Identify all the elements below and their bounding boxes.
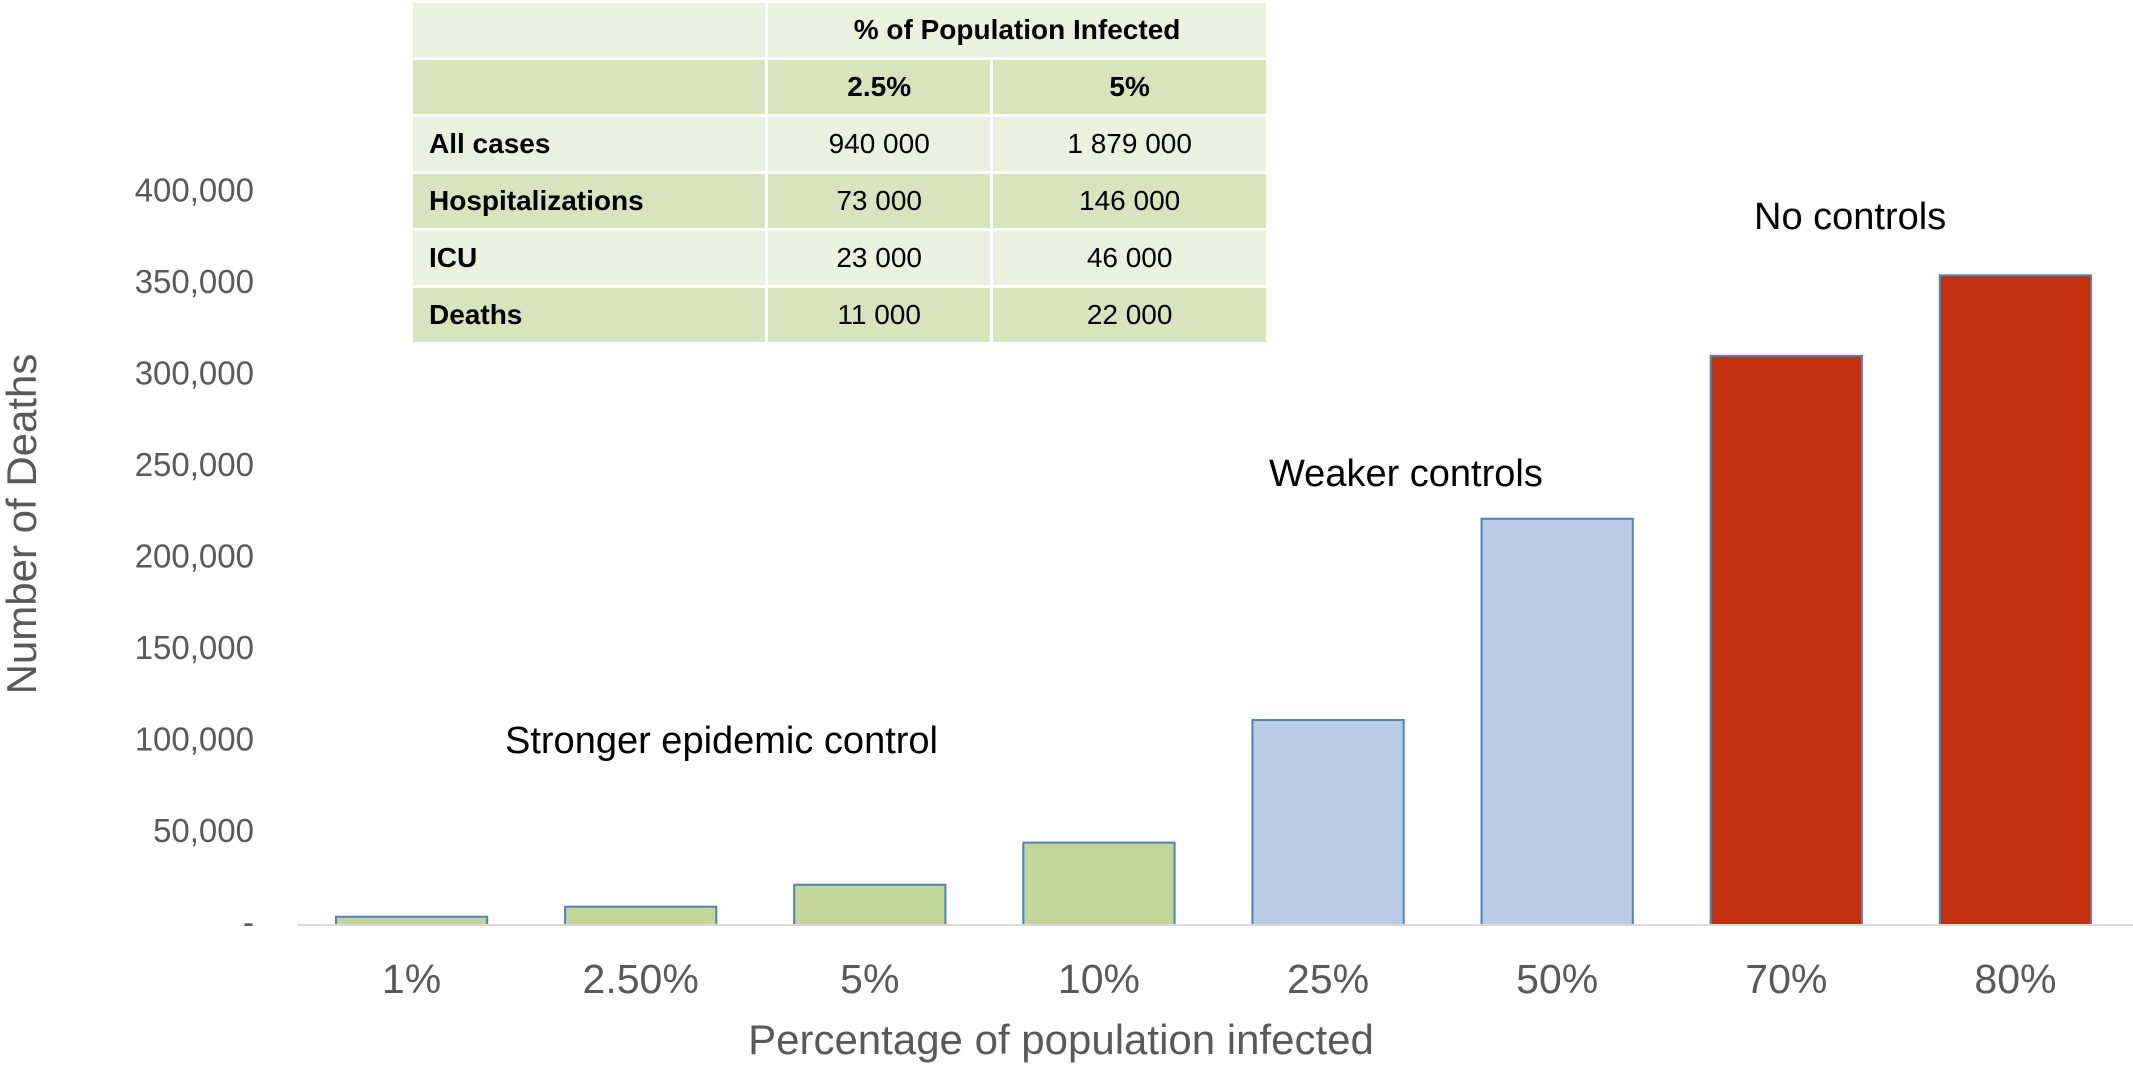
y-tick-label: 150,000 bbox=[135, 629, 254, 666]
bar bbox=[334, 915, 489, 927]
annotation: Weaker controls bbox=[1269, 453, 1543, 495]
y-tick-label: 400,000 bbox=[135, 172, 254, 209]
table-cell: 46 000 bbox=[990, 228, 1269, 288]
y-tick-label: 50,000 bbox=[153, 812, 254, 849]
table-cell bbox=[409, 57, 769, 117]
x-tick-label: 2.50% bbox=[583, 956, 699, 1002]
table-cell: 73 000 bbox=[765, 171, 994, 231]
x-axis-label: Percentage of population infected bbox=[748, 1016, 1374, 1063]
row-header: ICU bbox=[409, 228, 769, 288]
x-tick-label: 80% bbox=[1974, 956, 2056, 1002]
column-header: 5% bbox=[990, 57, 1269, 117]
bar bbox=[1480, 517, 1634, 926]
table-cell: 1 879 000 bbox=[990, 114, 1269, 174]
bar bbox=[564, 905, 718, 927]
bar bbox=[1709, 354, 1863, 926]
y-tick-label: 300,000 bbox=[135, 355, 254, 392]
table-cell: 23 000 bbox=[765, 228, 994, 288]
table-cell: 940 000 bbox=[765, 114, 994, 174]
x-tick-label: 10% bbox=[1058, 956, 1140, 1002]
table-cell: 22 000 bbox=[990, 285, 1269, 345]
row-header: Hospitalizations bbox=[409, 171, 769, 231]
annotation: No controls bbox=[1754, 196, 1946, 238]
x-tick-label: 70% bbox=[1745, 956, 1827, 1002]
bar bbox=[793, 883, 947, 926]
row-header: Deaths bbox=[409, 285, 769, 345]
table-cell bbox=[409, 0, 769, 60]
table-header: % of Population Infected bbox=[765, 0, 1269, 60]
y-tick-label: - bbox=[243, 904, 254, 941]
y-tick-label: 100,000 bbox=[135, 721, 254, 758]
bar bbox=[1251, 719, 1405, 926]
x-tick-label: 1% bbox=[382, 956, 441, 1002]
y-axis-label: Number of Deaths bbox=[0, 354, 45, 695]
y-tick-label: 350,000 bbox=[135, 263, 254, 300]
column-header: 2.5% bbox=[765, 57, 994, 117]
y-tick-label: 250,000 bbox=[135, 446, 254, 483]
annotation: Stronger epidemic control bbox=[505, 720, 938, 762]
table-cell: 11 000 bbox=[765, 285, 994, 345]
bar bbox=[1938, 274, 2093, 927]
bar bbox=[1022, 841, 1176, 927]
table-cell: 146 000 bbox=[990, 171, 1269, 231]
row-header: All cases bbox=[409, 114, 769, 174]
summary-table: % of Population Infected 2.5% 5% All case… bbox=[409, 0, 1269, 345]
y-tick-label: 200,000 bbox=[135, 538, 254, 575]
x-tick-label: 25% bbox=[1287, 956, 1369, 1002]
x-tick-label: 50% bbox=[1516, 956, 1598, 1002]
x-tick-label: 5% bbox=[840, 956, 899, 1002]
